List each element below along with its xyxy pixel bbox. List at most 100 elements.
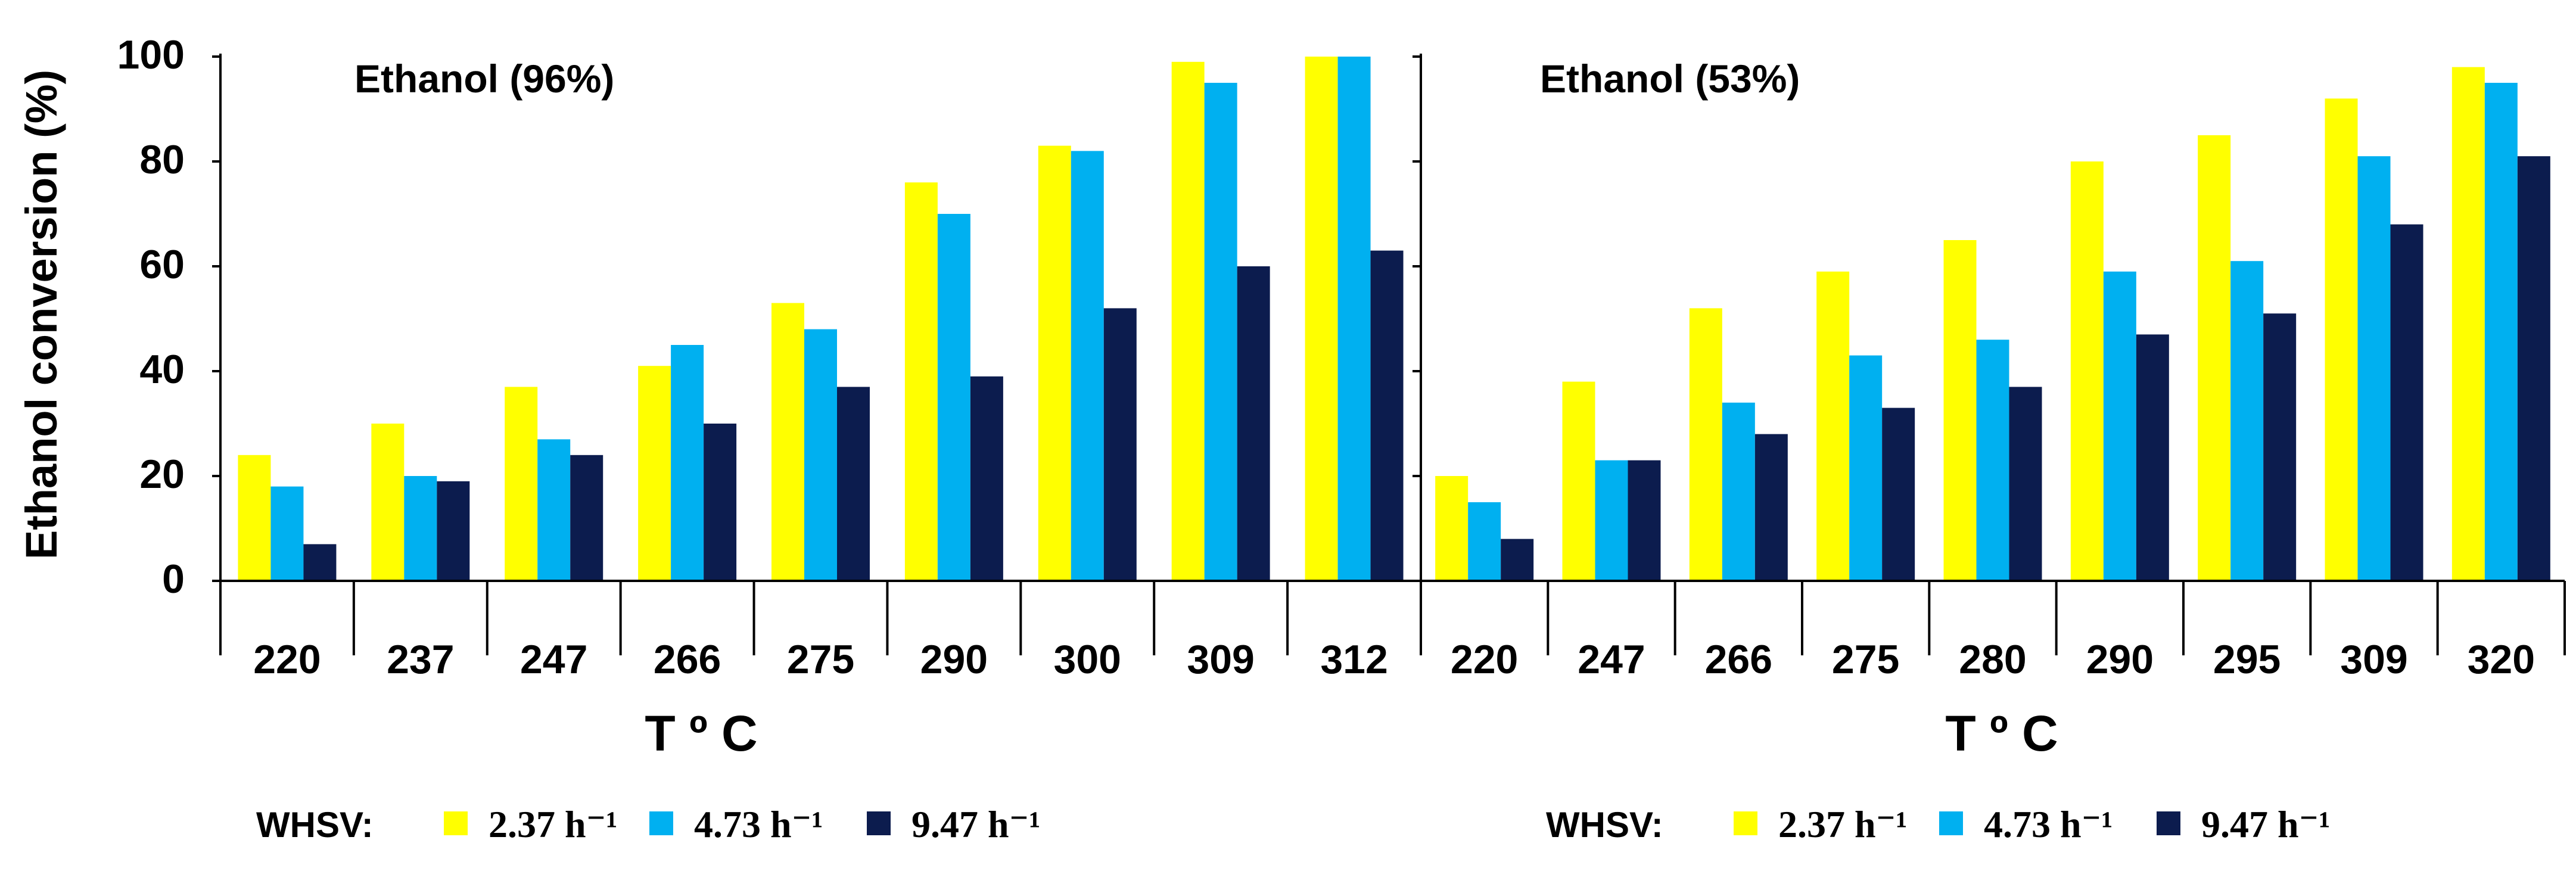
y-tick-label: 20 [139, 452, 185, 497]
x-tick-label: 290 [920, 637, 988, 682]
chart-panel-left: 220 237 247 266 275 290 300 309 312 Ethanol (96%… [212, 54, 1422, 845]
bar [970, 376, 1003, 581]
x-tick-label: 220 [253, 637, 321, 682]
legend-label: 2.37 h⁻¹ [1778, 803, 1908, 845]
legend-title: WHSV: [256, 805, 374, 845]
legend-item: 9.47 h⁻¹ [867, 803, 1041, 845]
bar [1849, 355, 1883, 581]
bar [404, 476, 437, 581]
axes [1413, 54, 2566, 655]
legend-swatch [1734, 811, 1757, 835]
bar [804, 329, 837, 581]
legend-label: 2.37 h⁻¹ [489, 803, 618, 845]
panel-title: Ethanol (53%) [1540, 57, 1800, 101]
bar [2198, 135, 2231, 581]
bar [1305, 57, 1338, 581]
bar [2484, 83, 2518, 581]
bar [1071, 151, 1104, 581]
x-tick-label: 247 [1578, 637, 1645, 682]
legend-item: 9.47 h⁻¹ [2157, 803, 2331, 845]
x-tick-label: 275 [1832, 637, 1899, 682]
legend-label: 4.73 h⁻¹ [1984, 803, 2113, 845]
legend: WHSV: 2.37 h⁻¹ 4.73 h⁻¹ 9.47 h⁻¹ [256, 803, 1041, 845]
x-tick-label: 309 [1187, 637, 1254, 682]
bar [937, 214, 970, 581]
y-tick-label: 80 [139, 137, 185, 182]
legend-swatch [2157, 811, 2180, 835]
legend-swatch [867, 811, 891, 835]
bar [671, 345, 704, 581]
x-tick-label: 275 [787, 637, 854, 682]
bar [437, 481, 470, 581]
bar-group [1435, 67, 2550, 581]
bar [1337, 57, 1371, 581]
bar [1689, 308, 1722, 581]
bar [1370, 250, 1404, 581]
legend: WHSV: 2.37 h⁻¹ 4.73 h⁻¹ 9.47 h⁻¹ [1546, 803, 2331, 845]
bar [638, 366, 671, 581]
legend-swatch [649, 811, 673, 835]
bar [238, 455, 271, 581]
bar [1943, 240, 1977, 581]
bar [1038, 145, 1071, 581]
chart-panel-right: 220 247 266 275 280 290 295 309 320 Ethanol (53%… [1413, 54, 2566, 845]
x-tick-label: 247 [520, 637, 587, 682]
panel-title: Ethanol (96%) [354, 57, 614, 101]
x-tick-label: 295 [2213, 637, 2281, 682]
bar [1562, 381, 1595, 581]
bar [2390, 224, 2423, 581]
x-tick-label: 300 [1054, 637, 1121, 682]
legend-label: 9.47 h⁻¹ [911, 803, 1041, 845]
bar [1501, 539, 1534, 581]
x-tick-label: 266 [654, 637, 721, 682]
bar [1171, 61, 1205, 581]
x-tick-label: 266 [1705, 637, 1772, 682]
y-tick-label: 40 [139, 347, 185, 392]
bar [1103, 308, 1137, 581]
bar [2009, 387, 2042, 581]
bar [1595, 460, 1628, 581]
x-tick-label: 290 [2086, 637, 2154, 682]
bar-group [238, 57, 1404, 581]
legend-item: 2.37 h⁻¹ [444, 803, 618, 845]
bar [2357, 156, 2391, 581]
x-tick-label: 320 [2468, 637, 2535, 682]
legend-title: WHSV: [1546, 805, 1663, 845]
legend-item: 4.73 h⁻¹ [1939, 803, 2113, 845]
bar [2103, 271, 2136, 581]
bar [1816, 271, 1850, 581]
bar [2325, 98, 2358, 581]
bar [371, 424, 405, 581]
bar [2263, 313, 2297, 581]
bar [2517, 156, 2550, 581]
x-tick-label: 309 [2340, 637, 2407, 682]
bar [303, 544, 337, 581]
legend-swatch [444, 811, 468, 835]
bar [1976, 340, 2009, 581]
bar [771, 303, 804, 581]
x-tick-label: 237 [387, 637, 454, 682]
y-tick-labels: 0 20 40 60 80 100 [117, 32, 185, 602]
x-axis-label: T º C [645, 705, 757, 761]
x-tick-label: 220 [1451, 637, 1518, 682]
bar [2451, 67, 2485, 581]
legend-label: 4.73 h⁻¹ [694, 803, 823, 845]
bar [1754, 434, 1788, 581]
bar [270, 486, 304, 581]
y-tick-label: 100 [117, 32, 185, 77]
bar [1628, 460, 1661, 581]
y-axis-label: Ethanol conversion (%) [17, 70, 66, 559]
x-tick-label: 312 [1320, 637, 1387, 682]
legend-swatch [1939, 811, 1963, 835]
bar [704, 424, 737, 581]
bar [505, 387, 538, 581]
bar [1435, 476, 1469, 581]
bar [1882, 407, 1915, 581]
bar [2230, 261, 2264, 581]
bar [904, 182, 938, 581]
legend-label: 9.47 h⁻¹ [2201, 803, 2331, 845]
bar [537, 439, 571, 581]
bar [1722, 402, 1755, 581]
y-tick-label: 0 [162, 556, 185, 602]
